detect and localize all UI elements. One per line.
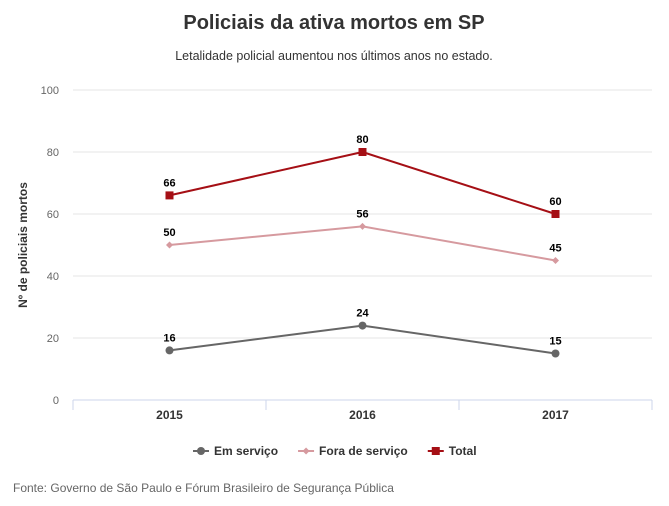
data-point-em-servico bbox=[551, 349, 560, 358]
y-tick-label: 0 bbox=[53, 395, 59, 407]
x-axis: 2015 2016 2017 bbox=[72, 399, 653, 422]
legend-label: Fora de serviço bbox=[319, 444, 408, 458]
legend[interactable]: Em serviço Fora de serviço Total bbox=[193, 444, 477, 458]
data-label-fora-de-servico: 56 bbox=[356, 208, 368, 220]
data-point-fora-de-servico bbox=[359, 222, 366, 230]
legend-marker bbox=[197, 447, 205, 455]
legend-item-fora-de-servico[interactable]: Fora de serviço bbox=[298, 444, 408, 458]
legend-item-em-servico[interactable]: Em serviço bbox=[193, 444, 278, 458]
series-line-total bbox=[168, 151, 557, 215]
data-point-total bbox=[358, 148, 367, 156]
series-line-fora-de-servico bbox=[168, 225, 557, 262]
y-axis-label: Nº de policiais mortos bbox=[16, 182, 30, 308]
x-tick-label: 2015 bbox=[156, 408, 183, 422]
y-axis-ticks: 0 20 40 60 80 100 bbox=[41, 85, 59, 407]
data-point-total bbox=[551, 210, 560, 218]
y-tick-label: 60 bbox=[47, 209, 59, 221]
chart-subtitle: Letalidade policial aumentou nos últimos… bbox=[175, 49, 493, 63]
data-point-fora-de-servico bbox=[552, 257, 559, 264]
y-tick-label: 100 bbox=[41, 85, 59, 97]
gridlines bbox=[73, 89, 652, 339]
data-point-em-servico bbox=[165, 346, 174, 355]
series-lines bbox=[165, 148, 560, 358]
data-point-total bbox=[165, 191, 174, 200]
data-label-em-servico: 16 bbox=[163, 332, 175, 344]
legend-label: Em serviço bbox=[214, 444, 278, 458]
chart-title: Policiais da ativa mortos em SP bbox=[183, 12, 484, 34]
data-point-em-servico bbox=[358, 321, 367, 330]
data-label-em-servico: 24 bbox=[356, 308, 369, 320]
legend-item-total[interactable]: Total bbox=[427, 444, 477, 458]
x-tick-label: 2017 bbox=[542, 408, 569, 422]
x-tick-label: 2016 bbox=[349, 408, 376, 422]
legend-marker bbox=[431, 447, 440, 455]
data-label-em-servico: 15 bbox=[549, 336, 561, 348]
legend-marker bbox=[302, 447, 310, 455]
data-labels: 16 24 15 50 56 45 66 80 60 bbox=[163, 134, 561, 348]
data-label-total: 60 bbox=[549, 196, 561, 208]
data-label-fora-de-servico: 45 bbox=[549, 243, 561, 255]
data-label-total: 66 bbox=[163, 177, 175, 189]
data-point-fora-de-servico bbox=[166, 241, 173, 249]
data-label-fora-de-servico: 50 bbox=[163, 227, 175, 239]
y-tick-label: 80 bbox=[47, 147, 59, 159]
source-credit: Fonte: Governo de São Paulo e Fórum Bras… bbox=[13, 481, 394, 495]
data-label-total: 80 bbox=[356, 134, 368, 146]
legend-label: Total bbox=[449, 444, 477, 458]
series-line-em-servico bbox=[168, 324, 557, 355]
y-tick-label: 40 bbox=[47, 271, 59, 283]
y-tick-label: 20 bbox=[47, 333, 59, 345]
